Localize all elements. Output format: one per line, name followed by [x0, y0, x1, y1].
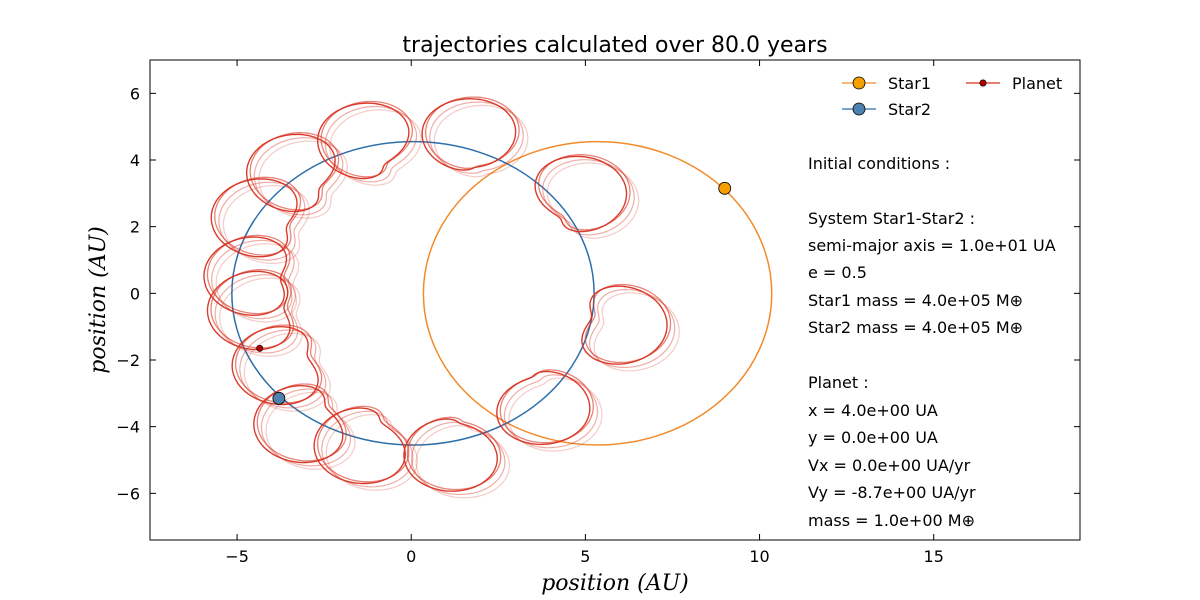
- legend-planet-marker: [979, 79, 987, 87]
- info-line-9: Planet :: [808, 373, 869, 392]
- info-line-4: semi-major axis = 1.0e+01 UA: [808, 236, 1056, 255]
- info-line-6: Star1 mass = 4.0e+05 M⊕: [808, 291, 1023, 310]
- x-tick-label: 5: [580, 547, 590, 566]
- axis-ticks: −5 0 5 10 15 −6 −4 −2 0 2 4 6: [116, 60, 1080, 566]
- info-line-10: x = 4.0e+00 UA: [808, 401, 938, 420]
- chart-title: trajectories calculated over 80.0 years: [402, 33, 827, 58]
- axes-frame: [149, 59, 1081, 541]
- info-line-7: Star2 mass = 4.0e+05 M⊕: [808, 318, 1023, 337]
- y-tick-label: 2: [130, 218, 140, 237]
- x-tick-label: −5: [225, 547, 249, 566]
- star2-position-marker: [272, 391, 286, 405]
- planet-trajectory-loop: [246, 133, 336, 213]
- planet-trajectory-loop: [206, 270, 291, 351]
- planet-trajectory-loop: [206, 234, 291, 315]
- planet-trajectory-loop: [546, 162, 640, 239]
- planet-trajectory-loop: [313, 407, 406, 485]
- x-axis-label: position (AU): [541, 571, 689, 596]
- planet-trajectory-loop: [325, 414, 418, 491]
- planet-trajectory-loop: [316, 405, 410, 483]
- planet-trajectory-loop: [584, 283, 672, 364]
- planet-trajectory-loop: [324, 105, 418, 183]
- planet-trajectory-loop: [317, 102, 410, 180]
- planet-trajectory-loop: [581, 285, 668, 365]
- planet-trajectory-loop: [499, 369, 594, 444]
- y-tick-label: 0: [130, 284, 140, 303]
- planet-trajectory-loop: [321, 410, 414, 488]
- planet-trajectory-loop: [222, 185, 310, 264]
- planet-trajectory-loop: [410, 421, 506, 496]
- planet-trajectory-loop: [421, 97, 517, 171]
- y-tick-label: 6: [130, 84, 140, 103]
- planet-trajectory-loop: [496, 370, 591, 446]
- planet-trajectory-loop: [214, 176, 302, 256]
- planet-trajectory-loop: [243, 332, 331, 412]
- planet-trajectory-loop: [424, 96, 520, 169]
- info-line-1: Initial conditions :: [808, 154, 950, 173]
- planet-trajectory-loop: [210, 178, 298, 258]
- star1-orbit: [422, 140, 773, 446]
- y-tick-label: 4: [130, 151, 140, 170]
- planet-trajectory-loop: [320, 100, 413, 178]
- planet-trajectory-loop: [214, 274, 299, 354]
- star2-orbit: [231, 140, 595, 446]
- star1-position-marker: [718, 181, 732, 195]
- planet-trajectory-loop: [433, 104, 529, 178]
- x-tick-label: 10: [749, 547, 769, 566]
- planet-trajectory-loop: [218, 181, 306, 261]
- planet-trajectory-loop: [253, 385, 344, 464]
- info-line-3: System Star1-Star2 :: [808, 209, 975, 228]
- planet-trajectory-loop: [203, 236, 288, 317]
- planet-trajectory-loop: [429, 101, 524, 174]
- planet-trajectory-loop: [219, 277, 303, 357]
- info-line-5: e = 0.5: [808, 263, 867, 282]
- legend-star1-marker: [852, 76, 866, 90]
- legend-planet-label: Planet: [1012, 74, 1062, 93]
- x-tick-label: 0: [406, 547, 416, 566]
- plot-area: [203, 96, 773, 499]
- info-line-14: mass = 1.0e+00 M⊕: [808, 511, 975, 530]
- legend: Star1 Star2 Planet: [842, 74, 1062, 119]
- info-line-13: Vy = -8.7e+00 UA/yr: [808, 483, 976, 502]
- legend-star1-label: Star1: [888, 74, 931, 93]
- planet-trajectory-loop: [534, 155, 628, 233]
- planet-trajectory-loop: [415, 425, 510, 499]
- y-tick-label: −4: [116, 418, 140, 437]
- planet-trajectory-loop: [508, 377, 603, 452]
- planet-position-marker: [256, 344, 264, 352]
- planet-trajectory-loop: [211, 239, 295, 320]
- planet-trajectory-loop: [239, 329, 327, 409]
- planet-trajectory-loop: [537, 154, 631, 231]
- planet-trajectory-loop: [406, 416, 502, 491]
- y-tick-label: −2: [116, 351, 140, 370]
- y-tick-label: −6: [116, 484, 140, 503]
- x-tick-label: 15: [924, 547, 944, 566]
- info-line-12: Vx = 0.0e+00 UA/yr: [808, 456, 971, 475]
- y-axis-label: position (AU): [86, 226, 111, 374]
- initial-conditions-box: Initial conditions : System Star1-Star2 …: [808, 154, 1056, 530]
- planet-trajectory-loop: [215, 243, 300, 323]
- planet-trajectory-loop: [593, 292, 680, 372]
- planet-trajectory-loop: [231, 326, 319, 406]
- legend-star2-label: Star2: [888, 100, 931, 119]
- info-line-11: y = 0.0e+00 UA: [808, 428, 938, 447]
- legend-star2-marker: [852, 102, 866, 116]
- planet-trajectory-loop: [542, 159, 635, 236]
